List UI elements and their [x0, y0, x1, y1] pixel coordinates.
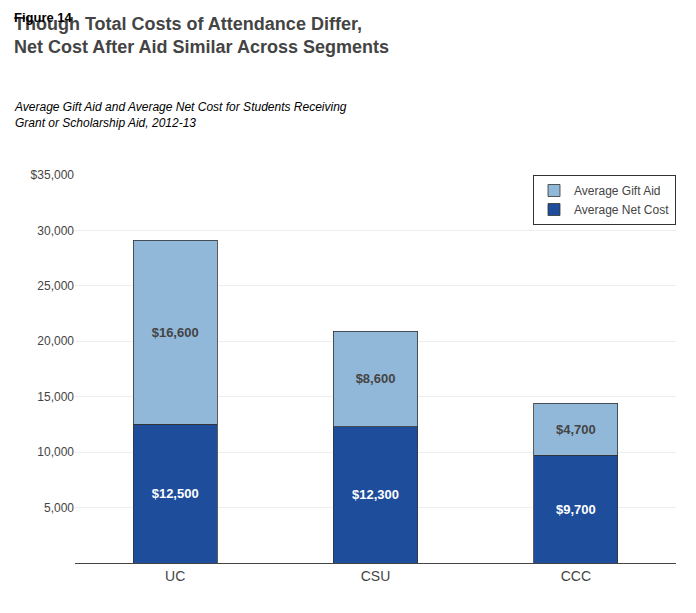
svg-text:5,000: 5,000: [44, 501, 74, 515]
svg-text:20,000: 20,000: [37, 334, 74, 348]
svg-text:25,000: 25,000: [37, 279, 74, 293]
svg-text:$12,500: $12,500: [152, 486, 199, 501]
svg-text:15,000: 15,000: [37, 390, 74, 404]
svg-text:10,000: 10,000: [37, 445, 74, 459]
svg-text:Figure 14: Figure 14: [14, 10, 73, 25]
svg-text:$4,700: $4,700: [556, 422, 596, 437]
svg-text:Average Gift Aid and Average N: Average Gift Aid and Average Net Cost fo…: [14, 100, 347, 130]
svg-text:30,000: 30,000: [37, 224, 74, 238]
svg-text:$8,600: $8,600: [356, 371, 396, 386]
svg-text:Average Gift Aid: Average Gift Aid: [574, 184, 661, 198]
svg-text:$16,600: $16,600: [152, 325, 199, 340]
svg-text:$9,700: $9,700: [556, 502, 596, 517]
svg-text:$35,000: $35,000: [31, 168, 75, 182]
svg-text:Average Net Cost: Average Net Cost: [574, 203, 669, 217]
svg-text:$12,300: $12,300: [352, 487, 399, 502]
svg-text:CSU: CSU: [361, 568, 391, 584]
svg-text:UC: UC: [165, 568, 185, 584]
svg-text:Though Total Costs of Attendan: Though Total Costs of Attendance Differ,…: [14, 14, 389, 57]
svg-text:CCC: CCC: [561, 568, 591, 584]
